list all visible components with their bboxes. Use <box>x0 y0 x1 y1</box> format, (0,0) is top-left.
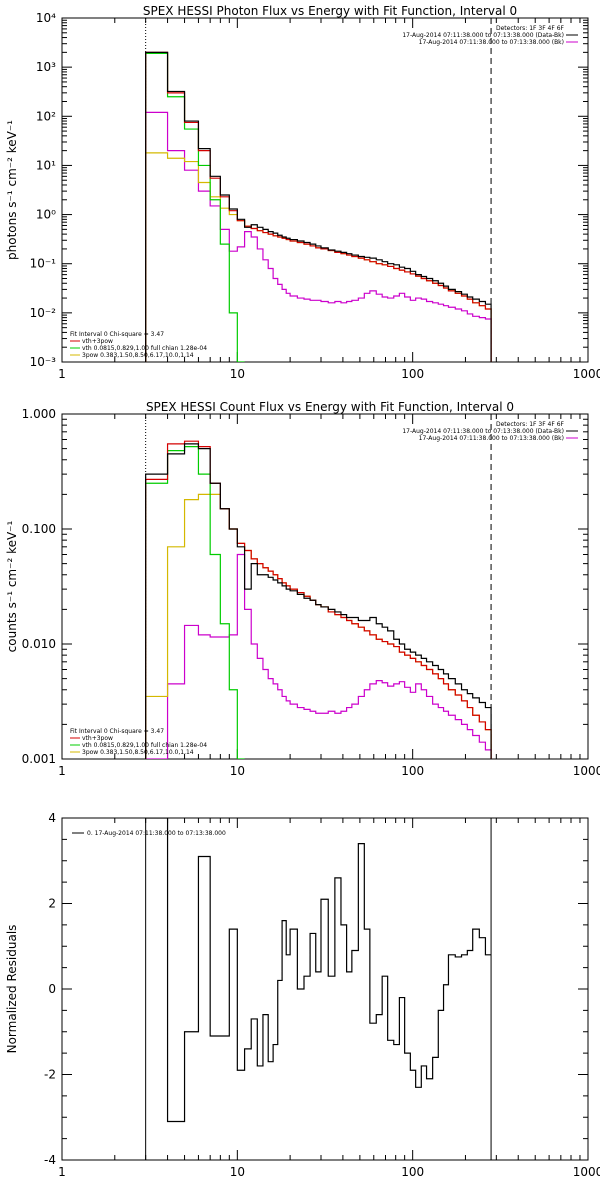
legend-entry-label: vth+3pow <box>82 338 113 345</box>
photon-flux-panel: SPEX HESSI Photon Flux vs Energy with Fi… <box>5 4 600 381</box>
x-tick-label: 100 <box>401 367 424 381</box>
y-tick-label: 10⁰ <box>36 208 56 222</box>
y-tick-label: 10⁻³ <box>30 355 57 369</box>
x-tick-label: 1000 <box>573 1165 600 1179</box>
residuals-panel: 1 10 100 1000 -4 -2 0 2 4 Normalized Residuals 0. … <box>5 811 600 1179</box>
y-tick-label: 2 <box>48 897 56 911</box>
y-tick-label: 0.010 <box>22 637 56 651</box>
y-tick-label: 10⁴ <box>36 11 56 25</box>
plot-frame <box>61 17 589 363</box>
series-3pow <box>145 152 492 362</box>
x-tick-label: 1000 <box>573 367 600 381</box>
detector-legend-header: Detectors: 1F 3F 4F 6F <box>496 421 565 428</box>
x-tick-label: 10 <box>230 367 245 381</box>
y-tick-label: 0.001 <box>22 752 56 766</box>
legend-entry-label: 3pow 0.383,1.50,8.50,6.17,10.0,1.14 <box>82 749 194 756</box>
series-bk <box>145 111 492 362</box>
series-bk <box>145 553 492 759</box>
series-vth-3pow <box>145 51 492 362</box>
x-tick-label: 1 <box>58 367 66 381</box>
legend-entry-label: 17-Aug-2014 07:11:38.000 to 07:13:38.000… <box>419 39 564 46</box>
legend-entry-label: 17-Aug-2014 07:11:38.000 to 07:13:38.000… <box>402 428 564 435</box>
legend-entry-label: vth 0.0815,0.829,1.00 full chian 1.28e-0… <box>82 742 207 749</box>
y-tick-label: -4 <box>44 1153 56 1167</box>
y-tick-label: 10⁻² <box>30 306 57 320</box>
x-tick-label: 10 <box>230 1165 245 1179</box>
fit-legend-header: Fit Interval 0 Chi-square = 3.47 <box>70 728 164 735</box>
series-data-bk <box>145 51 492 362</box>
x-tick-label: 100 <box>401 1165 424 1179</box>
y-axis-label: photons s⁻¹ cm⁻² keV⁻¹ <box>5 120 19 260</box>
legend-entry-label: vth+3pow <box>82 735 113 742</box>
y-tick-label: 1.000 <box>22 407 56 421</box>
series-3pow <box>145 493 492 759</box>
y-tick-label: 10² <box>36 109 56 123</box>
legend-entry-label: vth 0.0815,0.829,1.00 full chian 1.28e-0… <box>82 345 207 352</box>
x-tick-label: 10 <box>230 764 245 778</box>
legend-entry-label: 17-Aug-2014 07:11:38.000 to 07:13:38.000… <box>419 435 564 442</box>
plot-frame <box>61 413 589 760</box>
legend-entry-label: 17-Aug-2014 07:11:38.000 to 07:13:38.000… <box>402 32 564 39</box>
series-vth-3pow <box>145 440 492 759</box>
fit-legend-header: Fit Interval 0 Chi-square = 3.47 <box>70 331 164 338</box>
series-data-bk <box>145 443 492 759</box>
y-tick-label: 0 <box>48 982 56 996</box>
y-axis-label: Normalized Residuals <box>5 925 19 1054</box>
y-tick-label: 0.100 <box>22 522 56 536</box>
count-flux-panel: SPEX HESSI Count Flux vs Energy with Fit… <box>5 400 600 778</box>
x-tick-label: 1000 <box>573 764 600 778</box>
y-tick-label: 10¹ <box>36 158 56 172</box>
legend-entry-label: 3pow 0.383,1.50,8.50,6.17,10.0,1.14 <box>82 352 194 359</box>
x-tick-label: 1 <box>58 1165 66 1179</box>
residuals-legend-label: 0. 17-Aug-2014 07:11:38.000 to 07:13:38.… <box>87 830 226 837</box>
y-axis-label: counts s⁻¹ cm⁻² keV⁻¹ <box>5 520 19 652</box>
series-0-17-aug-2014-07-11-38-000-to-07-13-38-000 <box>145 818 492 1123</box>
x-tick-label: 100 <box>401 764 424 778</box>
y-tick-label: 4 <box>48 811 56 825</box>
y-tick-label: 10³ <box>36 60 56 74</box>
series-vth <box>145 446 245 759</box>
y-tick-label: 10⁻¹ <box>30 257 57 271</box>
photon-flux-title: SPEX HESSI Photon Flux vs Energy with Fi… <box>143 4 517 18</box>
count-flux-title: SPEX HESSI Count Flux vs Energy with Fit… <box>146 400 514 414</box>
detector-legend-header: Detectors: 1F 3F 4F 6F <box>496 25 565 32</box>
plot-frame <box>61 817 589 1161</box>
x-tick-label: 1 <box>58 764 66 778</box>
y-tick-label: -2 <box>44 1068 56 1082</box>
